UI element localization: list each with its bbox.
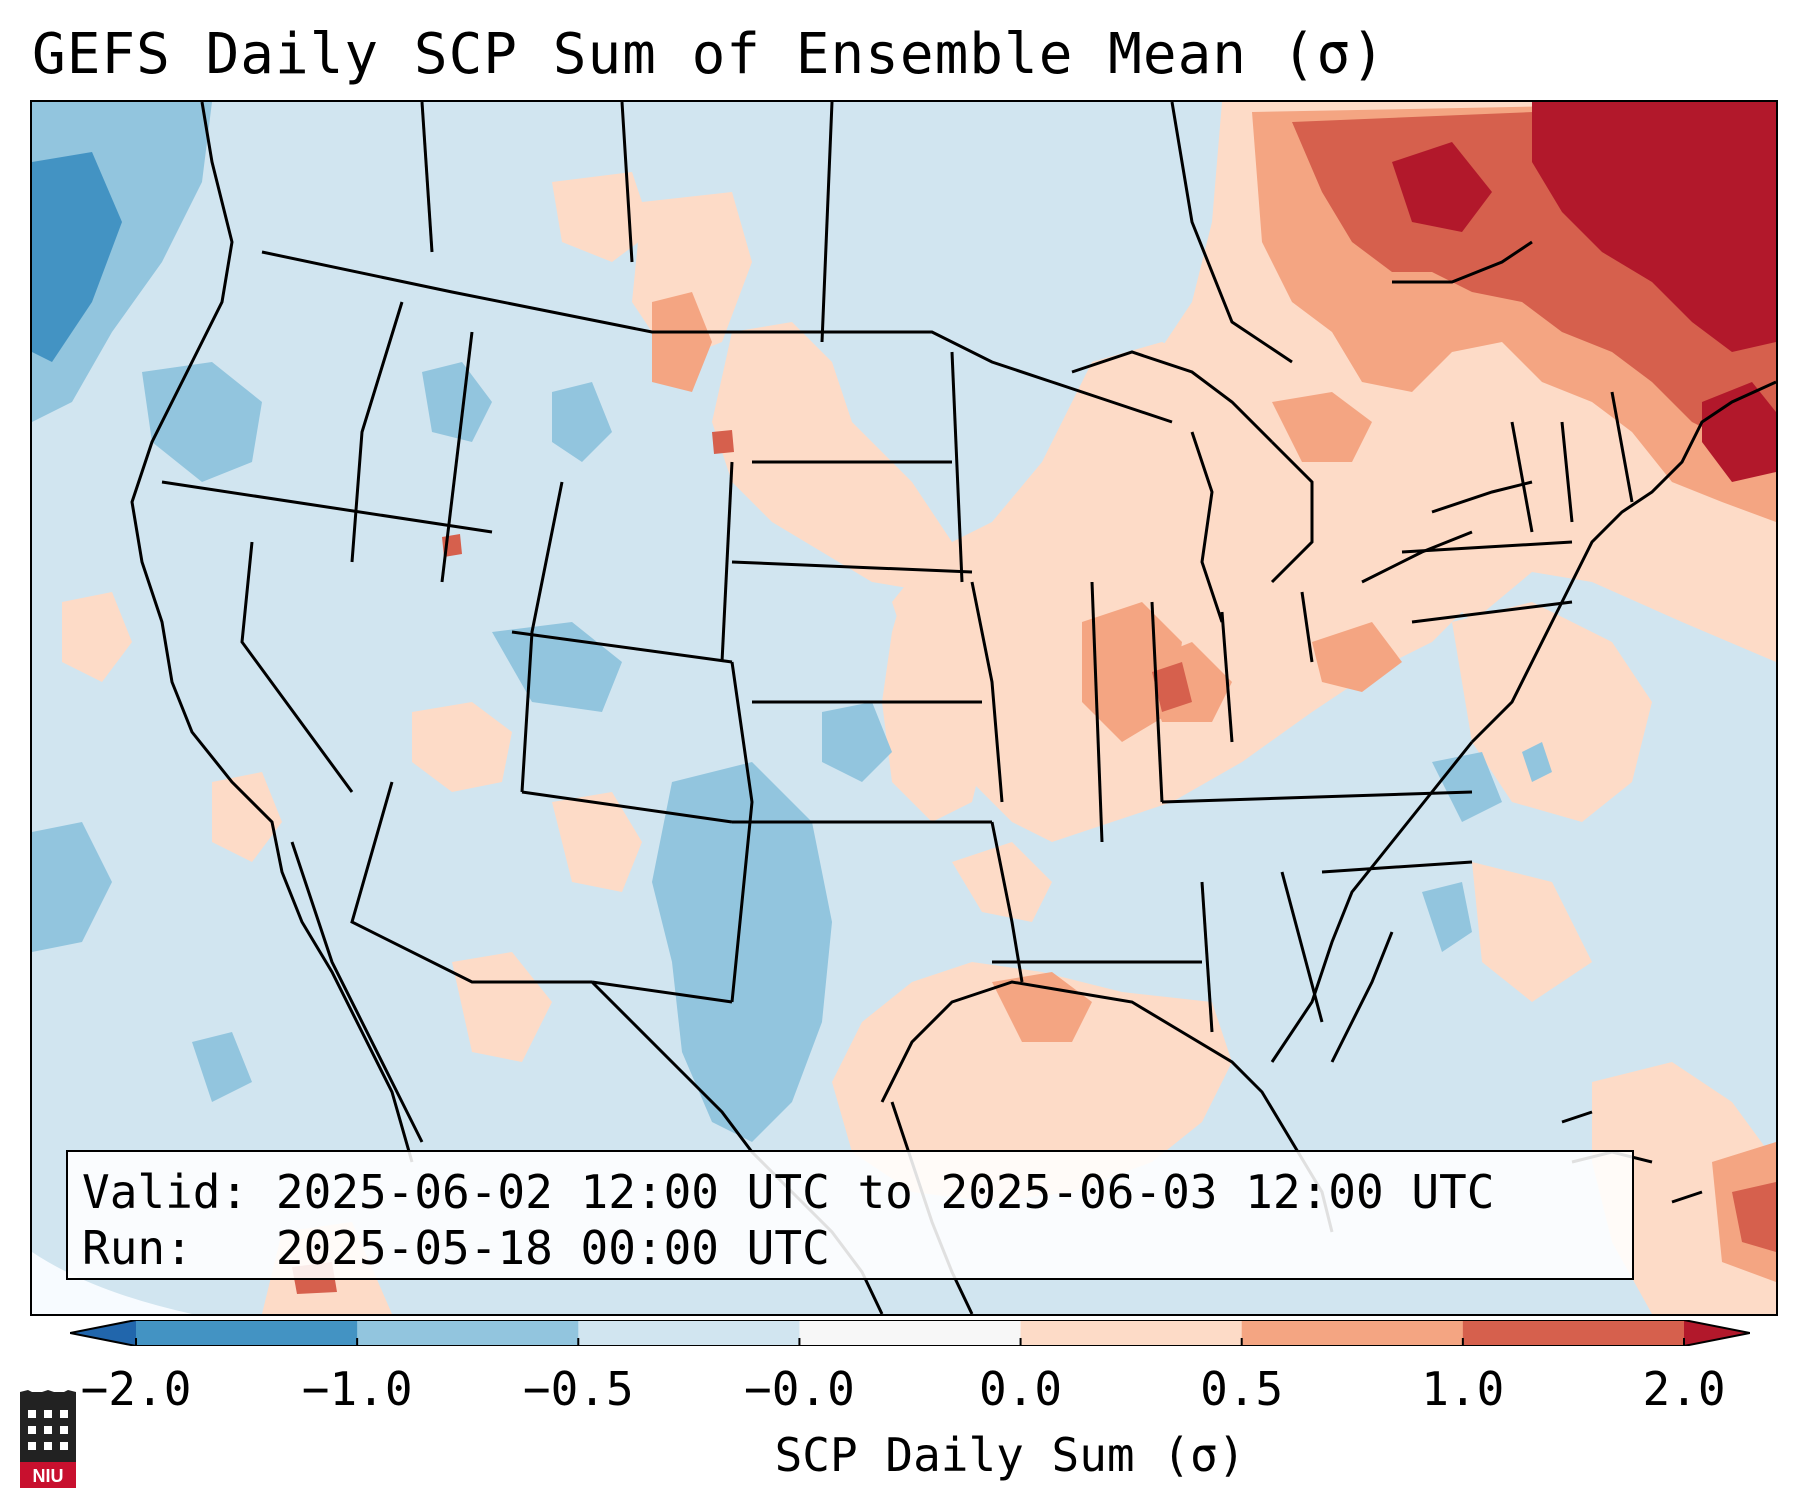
- colorbar-tick-label: −1.0: [301, 1362, 413, 1416]
- run-value: 2025-05-18 00:00 UTC: [275, 1221, 830, 1275]
- colorbar-tick-label: −2.0: [80, 1362, 192, 1416]
- colorbar-bin: [1462, 1320, 1685, 1346]
- niu-logo: NIU: [20, 1390, 76, 1488]
- valid-run-info-box: Valid: 2025-06-02 12:00 UTC to 2025-06-0…: [66, 1150, 1634, 1280]
- map-panel: [30, 100, 1778, 1316]
- outside-domain: [32, 1252, 192, 1314]
- logo-windows: [28, 1410, 68, 1450]
- colorbar-tick-label: 0.5: [1200, 1362, 1284, 1416]
- colorbar-bin: [578, 1320, 800, 1346]
- colorbar-tick-label: 2.0: [1642, 1362, 1726, 1416]
- colorbar-over-arrow: [1684, 1320, 1750, 1346]
- valid-line: Valid: 2025-06-02 12:00 UTC to 2025-06-0…: [82, 1164, 1618, 1220]
- colorbar: [70, 1320, 1750, 1346]
- logo-text: NIU: [33, 1466, 64, 1486]
- negative-anomaly-fields: [32, 102, 1552, 1142]
- colorbar-bin: [1020, 1320, 1243, 1346]
- colorbar-tick-label: 1.0: [1421, 1362, 1505, 1416]
- boundary-lines: [130, 102, 1776, 1314]
- valid-value: 2025-06-02 12:00 UTC to 2025-06-03 12:00…: [275, 1165, 1495, 1219]
- run-label: Run:: [82, 1221, 193, 1275]
- colorbar-bin: [357, 1320, 579, 1346]
- logo-banner: [20, 1462, 76, 1488]
- colorbar-bin: [136, 1320, 358, 1346]
- colorbar-tick-label: 0.0: [979, 1362, 1063, 1416]
- run-line: Run: 2025-05-18 00:00 UTC: [82, 1220, 1618, 1276]
- colorbar-label: SCP Daily Sum (σ): [774, 1428, 1246, 1482]
- colorbar-under-arrow: [70, 1320, 136, 1346]
- logo-crown: [20, 1390, 76, 1402]
- scp-map: [32, 102, 1776, 1314]
- valid-label: Valid:: [82, 1165, 249, 1219]
- positive-anomaly-fields: [62, 102, 1776, 1314]
- colorbar-bin: [1241, 1320, 1464, 1346]
- map-title: GEFS Daily SCP Sum of Ensemble Mean (σ): [32, 22, 1386, 87]
- colorbar-tick-label: −0.5: [522, 1362, 634, 1416]
- colorbar-bin: [799, 1320, 1022, 1346]
- colorbar-tick-label: −0.0: [744, 1362, 855, 1416]
